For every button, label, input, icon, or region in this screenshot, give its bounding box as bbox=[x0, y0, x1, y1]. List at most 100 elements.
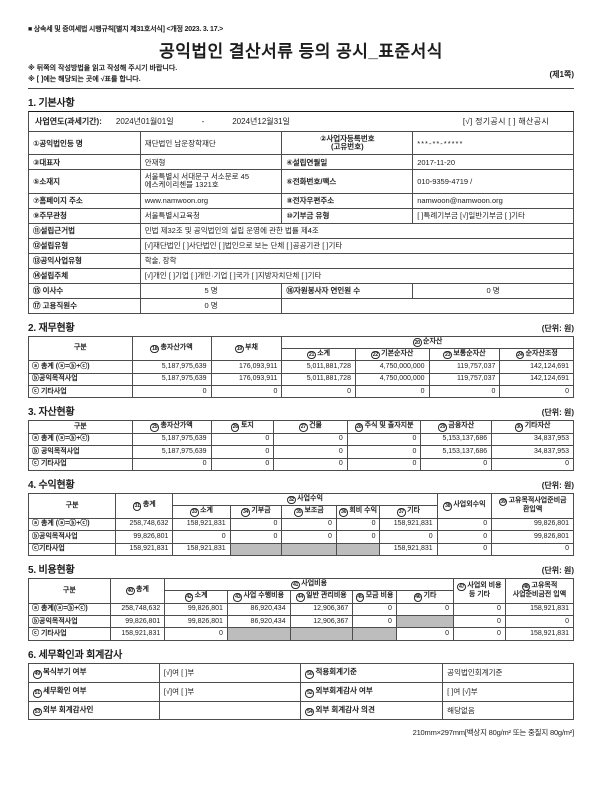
value-cell: 0 bbox=[436, 530, 493, 544]
value-cell: 5,187,975,639 bbox=[131, 445, 212, 459]
field-label: 52 외부회계감사 여부 bbox=[300, 681, 444, 702]
section-title-revenue: 4. 수익현황 bbox=[28, 479, 75, 491]
field-value: [√]여 [ ]부 bbox=[158, 681, 302, 702]
value-cell: 119,757,037 bbox=[428, 372, 501, 387]
value-cell: 0 bbox=[273, 445, 348, 459]
value-cell: 0 bbox=[335, 517, 381, 532]
value-cell: 0 bbox=[499, 385, 574, 399]
field-value: 서울특별시 서대문구 서소문로 45 에스케이리첸블 1321호 bbox=[139, 169, 283, 194]
value-cell: 0 bbox=[281, 517, 337, 532]
col-header-gubun: 구분 bbox=[28, 577, 111, 604]
field-value: [ ]여 [√]부 bbox=[442, 681, 574, 702]
value-cell: 142,124,691 bbox=[499, 360, 574, 374]
col-header: 34 기부금 bbox=[229, 505, 283, 519]
col-header-gubun: 구분 bbox=[27, 492, 117, 519]
table-row: ⑪설립근거법 민법 제32조 및 공익법인의 설립 운영에 관한 법률 제4조 bbox=[28, 222, 575, 239]
field-value bbox=[158, 700, 302, 721]
col-header: 31 총계 bbox=[115, 492, 174, 519]
note-line-1: ※ 뒤쪽의 작성방법을 읽고 작성해 주시기 바랍니다. bbox=[28, 65, 178, 72]
field-value: namwoon@namwoon.org bbox=[412, 192, 574, 209]
col-header: 19 부채 bbox=[210, 335, 283, 362]
value-cell: 99,826,801 bbox=[115, 530, 174, 544]
field-value: 학술, 장학 bbox=[139, 252, 575, 269]
value-cell: 0 bbox=[420, 457, 493, 471]
value-cell: 0 bbox=[229, 530, 283, 544]
revenue-table: 구분 31 총계 32 사업수익 38 사업외수익 39 고유목적사업준비금 환입액 3… bbox=[27, 492, 574, 556]
row-label-cell: ⓐ 총계 (ⓐ=ⓑ+ⓒ) bbox=[28, 360, 133, 374]
col-header: 27 건물 bbox=[273, 420, 348, 434]
unit-label: (단위: 원) bbox=[541, 565, 574, 575]
field-value: 0 명 bbox=[139, 297, 283, 314]
value-cell bbox=[352, 627, 397, 641]
row-label-cell: ⓑ공익목적사업 bbox=[28, 372, 133, 387]
value-cell: 0 bbox=[273, 432, 348, 447]
data-row: ⓐ 총계 (ⓐ=ⓑ+ⓒ) 5,187,975,639 176,093,911 5,01… bbox=[28, 360, 574, 374]
value-cell: 0 bbox=[210, 445, 275, 459]
data-row: ⓒ 기타사업 158,921,831 0 0 0 158,921,831 bbox=[28, 627, 575, 641]
value-cell: 99,826,801 bbox=[164, 615, 228, 629]
value-cell: 158,921,831 bbox=[504, 602, 575, 617]
col-header: 38 사업외수익 bbox=[436, 492, 493, 519]
field-value: 5 명 bbox=[139, 282, 283, 299]
value-cell: 99,826,801 bbox=[491, 517, 574, 532]
col-header-group: 32 사업수익 bbox=[172, 492, 438, 507]
row-label-cell: ⓒ 기타사업 bbox=[28, 457, 133, 471]
col-header: 33 소계 bbox=[172, 505, 231, 519]
field-label: ⑪설립근거법 bbox=[28, 222, 141, 239]
finance-table: 구분 18 총자산가액 19 부채 20 순자산 21 소계 22 기본순자산 23 보통순… bbox=[28, 335, 574, 399]
value-cell: 0 bbox=[210, 432, 275, 447]
value-cell: 176,093,911 bbox=[210, 372, 283, 387]
value-cell: 99,826,801 bbox=[491, 530, 574, 544]
value-cell: 0 bbox=[504, 615, 575, 629]
table-row: ③대표자 안재형 ④설립연월일 2017-11-20 bbox=[28, 154, 574, 171]
value-cell: 258,748,632 bbox=[109, 602, 166, 617]
value-cell: 158,921,831 bbox=[172, 542, 231, 556]
value-cell: 12,906,367 bbox=[289, 602, 354, 617]
field-label: ⑯자원봉사자 연인원 수 bbox=[281, 282, 414, 299]
data-row: ⓒ 기타사업 0 0 0 0 0 0 bbox=[28, 385, 574, 399]
data-row: ⓑ공익목적사업 99,826,801 0 0 0 0 0 0 99,826,801 bbox=[27, 530, 574, 544]
expense-table: 구분 40 총계 41 사업비용 47 사업외 비용 등 기타 48 고유목적 사업준비… bbox=[28, 577, 575, 641]
value-cell: 0 bbox=[131, 385, 212, 399]
value-cell: 0 bbox=[395, 602, 455, 617]
field-label: ⑨주무관청 bbox=[28, 207, 141, 224]
col-header: 18 총자산가액 bbox=[131, 335, 212, 362]
field-label: ④설립연월일 bbox=[281, 154, 414, 171]
value-cell: 5,011,881,728 bbox=[281, 360, 356, 374]
assets-table: 구분 25 총자산가액 26 토지 27 건물 28 주식 및 출자지분 29 금융자산 … bbox=[28, 420, 574, 471]
page-marker: (제1쪽) bbox=[549, 70, 575, 79]
field-value: 2017-11-20 bbox=[412, 154, 574, 171]
value-cell: 0 bbox=[453, 602, 506, 617]
data-row: ⓐ 총계(ⓐ=ⓑ+ⓒ) 258,748,632 99,826,801 86,920,4… bbox=[28, 602, 575, 617]
col-header-group: 41 사업비용 bbox=[164, 577, 455, 592]
table-row: ⑰ 고용직원수 0 명 bbox=[28, 297, 574, 314]
data-row: ⓑ공익목적사업 5,187,975,639 176,093,911 5,011,881… bbox=[28, 372, 574, 387]
col-header: 43 사업 수행비용 bbox=[226, 590, 291, 604]
disclosure-type: [√] 정기공시 [ ] 해산공시 bbox=[462, 117, 549, 126]
value-cell: 0 bbox=[131, 457, 212, 471]
field-label: 50 적용회계기준 bbox=[300, 662, 444, 683]
table-row: 49 복식부기 여부 [√]여 [ ]부 50 적용회계기준 공익법인회계기준 bbox=[28, 662, 574, 683]
field-label: ⑫설립유형 bbox=[28, 237, 141, 254]
table-row: 53 외부 회계감사인 54 외부 회계감사 의견 해당없음 bbox=[28, 700, 574, 721]
field-label: ⑮ 이사수 bbox=[28, 282, 141, 299]
header-row: 구분 31 총계 32 사업수익 38 사업외수익 39 고유목적사업준비금 환입액 bbox=[27, 492, 574, 519]
field-value: 0 명 bbox=[412, 282, 574, 299]
value-cell: 86,920,434 bbox=[226, 602, 291, 617]
value-cell: 0 bbox=[453, 627, 506, 641]
value-cell: 0 bbox=[335, 530, 381, 544]
field-value: 민법 제32조 및 공익법인의 설립 운영에 관한 법률 제4조 bbox=[139, 222, 575, 239]
table-row: ⑫설립유형 [√]재단법인 [ ]사단법인 [ ]법인으로 보는 단체 [ ]공… bbox=[28, 237, 575, 254]
col-header: 36 회비 수익 bbox=[335, 505, 381, 519]
note-line-2: ※ [ ]에는 해당되는 곳에 √표를 합니다. bbox=[28, 75, 141, 83]
field-label: ①공익법인등 명 bbox=[28, 130, 141, 156]
value-cell: 158,921,831 bbox=[379, 517, 438, 532]
section-title-audit: 6. 세무확인과 회계감사 bbox=[28, 649, 123, 661]
table-row: ⑤소재지 서울특별시 서대문구 서소문로 45 에스케이리첸블 1321호 ⑥전… bbox=[28, 169, 574, 194]
col-header: 42 소계 bbox=[164, 590, 228, 604]
field-label: 54 외부 회계감사 의견 bbox=[300, 700, 444, 721]
value-cell: 158,921,831 bbox=[172, 517, 231, 532]
field-label: ⑩기부금 유형 bbox=[281, 207, 414, 224]
field-label: 49 복식부기 여부 bbox=[28, 662, 160, 683]
